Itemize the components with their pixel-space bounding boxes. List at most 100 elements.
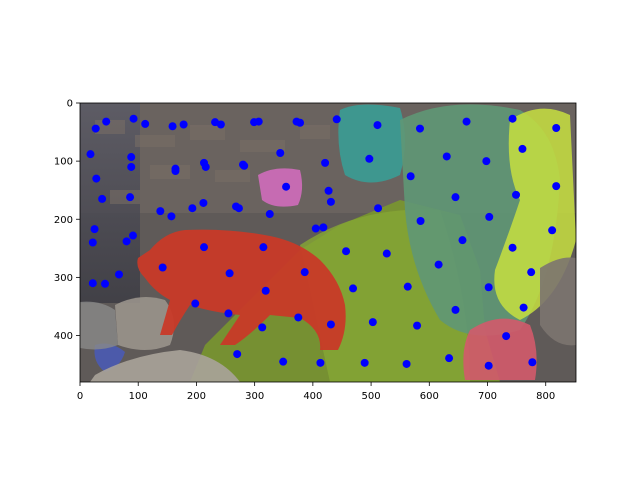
data-point: [127, 162, 136, 171]
data-point: [191, 299, 200, 308]
data-point: [462, 117, 471, 126]
data-point: [502, 332, 511, 341]
x-tick-label: 400: [303, 391, 322, 402]
x-tick-label: 0: [77, 391, 83, 402]
data-point: [259, 243, 268, 252]
data-point: [171, 164, 180, 173]
data-point: [365, 154, 374, 163]
data-point: [415, 124, 424, 133]
data-point: [413, 321, 422, 330]
data-point: [127, 153, 136, 162]
data-point: [528, 358, 537, 367]
data-point: [349, 284, 358, 293]
data-point: [527, 268, 536, 277]
data-point: [200, 243, 208, 252]
data-point: [442, 152, 451, 161]
data-point: [168, 122, 177, 131]
data-point: [90, 225, 99, 234]
data-point: [324, 186, 333, 195]
x-tick-label: 100: [129, 391, 148, 402]
data-point: [484, 283, 493, 292]
data-point: [434, 260, 443, 269]
data-point: [158, 263, 167, 272]
data-point: [373, 121, 382, 130]
data-point: [261, 286, 270, 295]
data-point: [115, 270, 124, 279]
data-point: [548, 226, 557, 235]
data-point: [518, 144, 527, 153]
data-point: [86, 150, 95, 159]
data-point: [282, 182, 291, 191]
data-point: [156, 207, 165, 216]
y-tick-label: 200: [54, 215, 73, 226]
x-tick-label: 500: [362, 391, 381, 402]
data-point: [258, 323, 267, 332]
data-point: [445, 354, 454, 363]
data-point: [451, 193, 460, 202]
data-point: [240, 161, 249, 170]
data-point: [122, 237, 131, 246]
data-point: [519, 303, 528, 312]
data-point: [552, 123, 561, 132]
data-point: [368, 318, 377, 327]
plot-frame: [79, 102, 577, 383]
data-point: [451, 305, 460, 314]
x-tick-label: 600: [420, 391, 439, 402]
data-point: [332, 115, 341, 124]
data-point: [224, 309, 233, 318]
data-point: [382, 249, 391, 258]
data-point: [458, 236, 467, 245]
data-point: [102, 117, 111, 126]
data-point: [482, 157, 491, 166]
x-tick-label: 300: [245, 391, 264, 402]
y-tick-label: 100: [54, 157, 73, 168]
data-point: [265, 210, 274, 219]
y-tick-label: 300: [54, 273, 73, 284]
data-point: [319, 223, 328, 232]
y-tick-label: 0: [67, 99, 73, 110]
data-point: [360, 358, 369, 367]
data-point: [88, 238, 97, 247]
data-point: [188, 204, 197, 213]
y-axis: 0 100 200 300 400: [54, 99, 80, 342]
data-point: [92, 174, 101, 183]
data-point: [512, 190, 521, 199]
data-point: [316, 358, 325, 367]
x-tick-label: 700: [478, 391, 497, 402]
data-point: [403, 282, 412, 291]
data-point: [126, 193, 135, 202]
data-point: [254, 117, 263, 126]
data-point: [234, 204, 243, 213]
data-point: [294, 313, 303, 322]
data-point: [311, 224, 320, 233]
data-point: [179, 120, 188, 129]
data-point: [342, 247, 351, 256]
data-point: [374, 204, 383, 213]
data-point: [552, 182, 561, 191]
data-point: [484, 361, 493, 370]
data-point: [91, 124, 100, 133]
data-point: [406, 172, 415, 181]
data-point: [233, 350, 242, 359]
data-point: [88, 279, 97, 288]
data-point: [485, 212, 494, 221]
data-point: [101, 279, 110, 288]
data-point: [276, 148, 285, 157]
y-tick-label: 400: [54, 331, 73, 342]
data-point: [129, 114, 138, 123]
photo-image: [80, 103, 576, 382]
x-tick-label: 200: [187, 391, 206, 402]
data-point: [402, 359, 411, 368]
data-point: [326, 197, 335, 206]
x-tick-label: 800: [536, 391, 555, 402]
data-point: [300, 268, 309, 277]
data-point: [326, 320, 335, 329]
data-point: [296, 118, 305, 127]
data-point: [225, 269, 234, 278]
data-point: [216, 120, 225, 129]
data-point: [321, 158, 330, 167]
data-point: [508, 243, 517, 252]
data-point: [416, 216, 425, 225]
data-point: [201, 162, 210, 171]
